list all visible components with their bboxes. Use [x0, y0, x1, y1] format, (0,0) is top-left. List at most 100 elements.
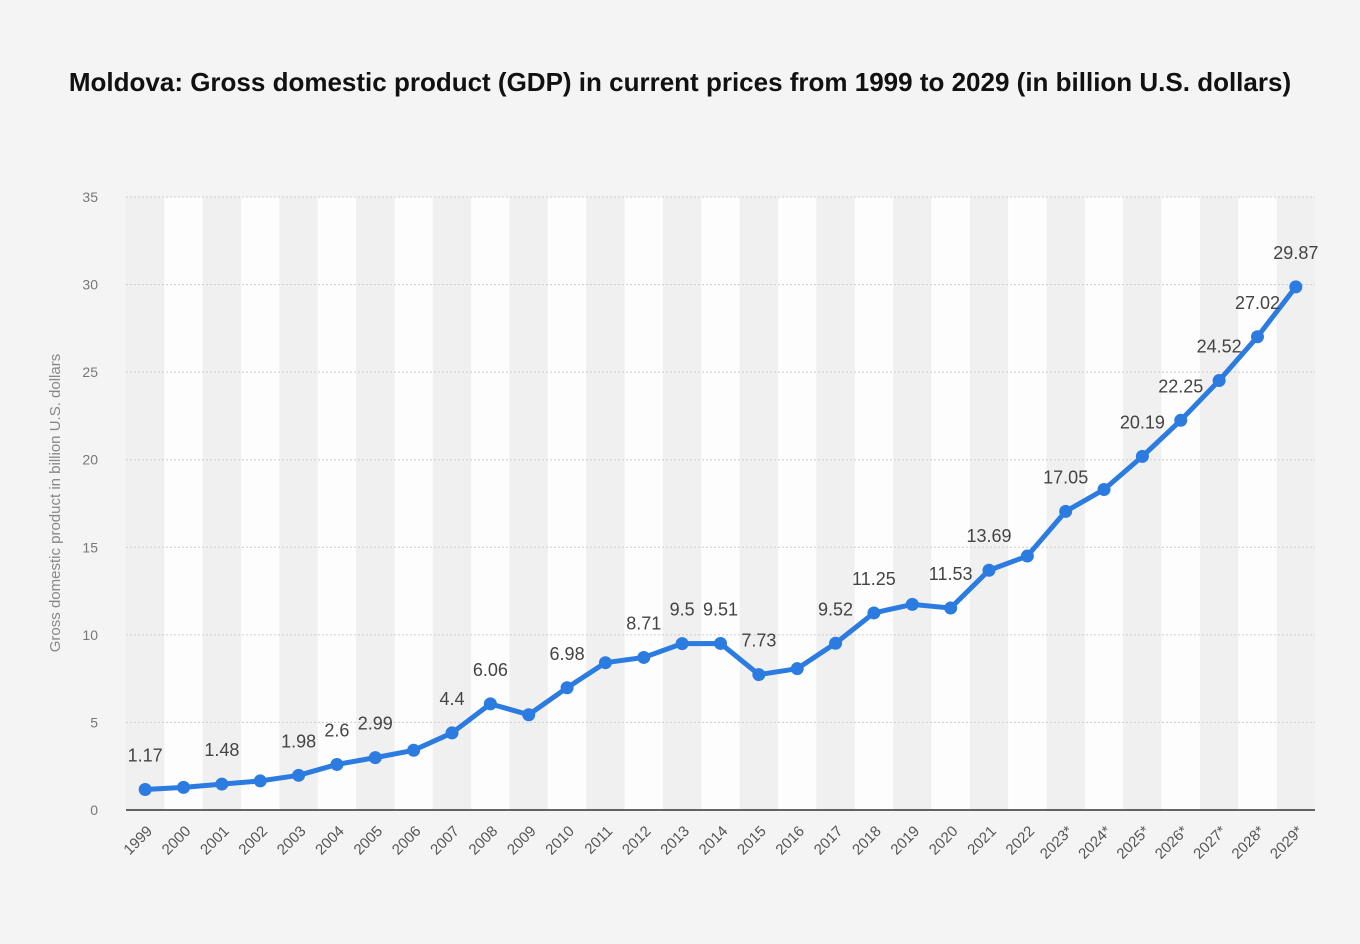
- data-label: 11.53: [929, 564, 973, 584]
- column-band: [241, 197, 280, 810]
- x-tick-label: 2026*: [1152, 823, 1192, 863]
- data-point: [714, 636, 727, 650]
- x-tick-label: 2022: [1003, 823, 1039, 859]
- data-label: 20.19: [1120, 412, 1165, 432]
- column-band: [164, 197, 203, 810]
- column-band: [969, 197, 1009, 810]
- y-tick-label: 5: [90, 714, 98, 730]
- data-label: 9.51: [703, 599, 738, 619]
- x-tick-label: 2025*: [1113, 823, 1153, 863]
- data-label: 29.87: [1273, 243, 1318, 263]
- y-tick-label: 20: [82, 452, 98, 468]
- x-tick-label: 2023*: [1037, 823, 1077, 863]
- x-tick-label: 2028*: [1229, 823, 1269, 863]
- x-tick-label: 2014: [696, 823, 732, 859]
- data-label: 22.25: [1158, 376, 1203, 396]
- column-band: [1276, 197, 1315, 810]
- data-point: [407, 743, 421, 757]
- data-label: 1.98: [281, 731, 316, 751]
- y-tick-label: 25: [82, 364, 98, 380]
- x-tick-label: 2005: [351, 823, 387, 859]
- data-point: [483, 697, 497, 711]
- x-tick-label: 2020: [926, 823, 962, 859]
- column-band: [624, 197, 663, 810]
- x-tick-label: 2019: [887, 823, 923, 859]
- data-point: [177, 780, 191, 794]
- data-label: 11.25: [852, 569, 896, 589]
- data-point: [292, 768, 306, 782]
- column-band: [356, 197, 395, 810]
- x-tick-label: 2027*: [1190, 823, 1230, 863]
- x-tick-label: 2000: [159, 823, 195, 859]
- data-label: 2.99: [358, 714, 393, 734]
- data-point: [752, 668, 766, 682]
- column-band: [471, 197, 510, 810]
- data-point: [790, 662, 804, 676]
- data-point: [867, 606, 881, 620]
- data-label: 6.98: [550, 644, 585, 664]
- column-band: [931, 197, 970, 810]
- x-tick-label: 2009: [504, 823, 540, 859]
- column-band: [1161, 197, 1200, 810]
- data-point: [944, 601, 958, 615]
- x-tick-label: 2003: [274, 823, 310, 859]
- x-tick-label: 2001: [197, 823, 233, 859]
- column-band: [816, 197, 855, 810]
- x-tick-label: 2006: [389, 823, 425, 859]
- column-band: [126, 197, 165, 810]
- x-tick-label: 2008: [466, 823, 502, 859]
- data-point: [138, 783, 152, 797]
- data-label: 9.52: [818, 599, 853, 619]
- column-band: [1008, 197, 1047, 810]
- column-band: [202, 197, 242, 810]
- y-tick-label: 15: [82, 539, 98, 555]
- x-tick-label: 2015: [734, 823, 770, 859]
- data-label: 17.05: [1043, 467, 1088, 487]
- y-tick-label: 30: [82, 277, 98, 293]
- data-point: [598, 656, 612, 670]
- column-band: [279, 197, 318, 810]
- x-tick-label: 2012: [619, 823, 655, 859]
- data-label: 1.17: [128, 746, 163, 766]
- x-tick-label: 2002: [235, 823, 271, 859]
- x-tick-label: 2017: [811, 823, 847, 859]
- x-tick-label: 2011: [581, 823, 616, 858]
- chart-title: Moldova: Gross domestic product (GDP) in…: [68, 67, 1292, 97]
- data-point: [1059, 504, 1073, 518]
- data-point: [1212, 374, 1226, 388]
- y-tick-label: 10: [82, 627, 98, 643]
- column-band: [317, 197, 357, 810]
- x-tick-label: 1999: [120, 823, 156, 859]
- data-label: 9.5: [670, 600, 695, 620]
- y-tick-label: 0: [90, 802, 98, 818]
- x-tick-label: 2013: [657, 823, 693, 859]
- column-band: [854, 197, 894, 810]
- y-tick-label: 35: [82, 189, 98, 205]
- data-point: [445, 726, 459, 740]
- column-band: [586, 197, 625, 810]
- x-tick-label: 2029*: [1267, 823, 1307, 863]
- data-label: 1.48: [204, 740, 239, 760]
- column-band: [1084, 197, 1124, 810]
- data-point: [675, 637, 689, 651]
- data-point: [1174, 413, 1188, 427]
- data-label: 13.69: [966, 526, 1011, 546]
- column-band: [394, 197, 433, 810]
- column-band: [778, 197, 817, 810]
- column-band: [432, 197, 472, 810]
- column-band: [547, 197, 587, 810]
- column-band: [1199, 197, 1239, 810]
- data-point: [829, 636, 843, 650]
- x-tick-label: 2010: [542, 823, 578, 859]
- data-point: [1020, 549, 1034, 563]
- data-label: 8.71: [626, 613, 661, 633]
- data-point: [1289, 280, 1303, 294]
- x-tick-label: 2021: [964, 823, 1000, 859]
- column-band: [893, 197, 932, 810]
- y-axis-label: Gross domestic product in billion U.S. d…: [47, 354, 64, 652]
- data-point: [637, 650, 651, 664]
- data-point: [560, 681, 574, 695]
- data-label: 4.4: [440, 689, 465, 709]
- x-tick-label: 2016: [772, 823, 808, 859]
